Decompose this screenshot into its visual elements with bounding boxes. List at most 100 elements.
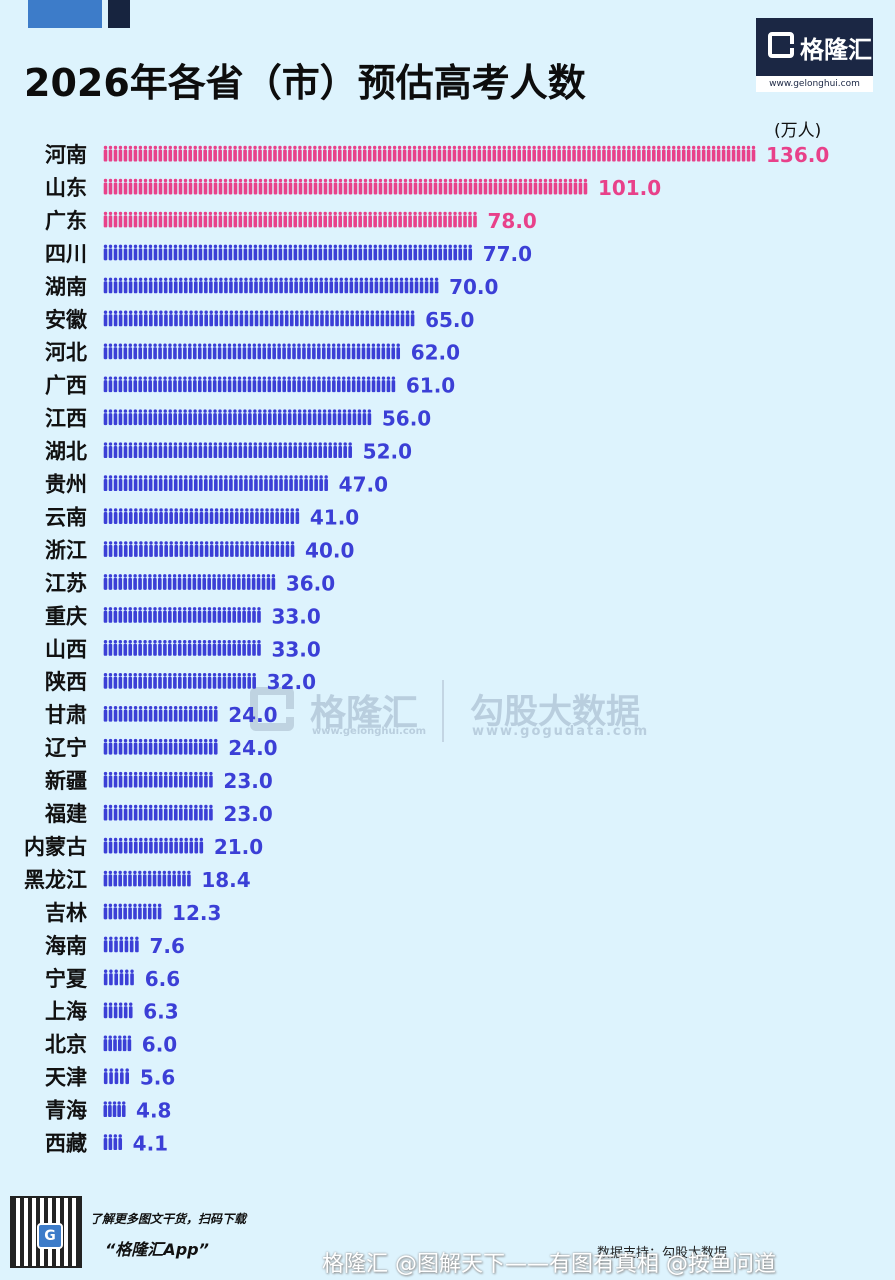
province-label: 安徽: [45, 308, 88, 332]
value-label: 77.0: [483, 242, 532, 266]
province-label: 福建: [44, 802, 87, 826]
pictogram-bar: [103, 508, 300, 524]
province-label: 新疆: [45, 769, 87, 793]
value-label: 101.0: [598, 176, 661, 200]
watermark-right-name: 勾股大数据: [470, 692, 640, 732]
data-source: 数据支持：勾股大数据: [597, 1246, 728, 1261]
pictogram-bar: [103, 738, 218, 755]
pictogram-bar: [103, 1134, 123, 1150]
gelonghui-logo: 格隆汇 www.gelonghui.com: [756, 18, 873, 92]
province-label: 四川: [45, 242, 87, 266]
value-label: 41.0: [310, 505, 359, 529]
pictogram-bar: [103, 409, 372, 426]
value-label: 56.0: [382, 407, 431, 431]
pictogram-bar: [103, 1035, 132, 1052]
pictogram-bar: [103, 178, 588, 195]
value-label: 47.0: [339, 473, 388, 497]
pictogram-bar: [103, 837, 204, 854]
province-label: 辽宁: [45, 736, 87, 760]
value-label: 40.0: [305, 538, 354, 562]
value-label: 21.0: [214, 835, 263, 859]
province-label: 河北: [45, 341, 87, 365]
province-label: 青海: [45, 1099, 87, 1123]
logo-g-icon: [768, 32, 794, 58]
province-label: 甘肃: [45, 703, 87, 727]
pictogram-bar: [103, 936, 139, 953]
value-label: 24.0: [228, 703, 277, 727]
promo-line1: 了解更多图文干货，扫码下载: [90, 1212, 247, 1226]
pictogram-bar: [103, 870, 191, 887]
top-accent-bar: [28, 0, 102, 28]
province-label: 河南: [45, 143, 87, 167]
province-label: 陕西: [45, 670, 87, 694]
pictogram-bar: [103, 771, 213, 788]
province-label: 内蒙古: [24, 835, 87, 859]
pictogram-bar: [103, 310, 415, 327]
province-label: 天津: [45, 1066, 87, 1090]
pictogram-bar: [103, 343, 401, 360]
pictogram-bar: [103, 1002, 133, 1019]
value-label: 12.3: [172, 901, 221, 925]
pictogram-bar: [103, 705, 218, 722]
pictogram-bar: [103, 969, 134, 986]
value-label: 6.6: [145, 967, 180, 991]
pictogram-bar: [103, 673, 256, 689]
value-label: 5.6: [140, 1066, 175, 1090]
pictogram-bar: [103, 376, 396, 393]
logo-url: www.gelonghui.com: [756, 76, 873, 92]
province-label: 北京: [45, 1033, 87, 1057]
value-label: 33.0: [271, 604, 320, 628]
value-label: 136.0: [766, 143, 829, 167]
value-label: 18.4: [201, 868, 250, 892]
province-label: 湖北: [45, 440, 87, 464]
value-label: 61.0: [406, 374, 455, 398]
value-label: 78.0: [488, 209, 537, 233]
pictogram-bar: [103, 1101, 126, 1118]
pictogram-bar: [103, 574, 276, 590]
province-label: 吉林: [45, 901, 87, 925]
value-label: 7.6: [149, 934, 184, 958]
pictogram-bar: [103, 804, 213, 821]
value-label: 4.1: [133, 1132, 168, 1156]
value-label: 65.0: [425, 308, 474, 332]
unit-label: (万人): [774, 121, 822, 141]
value-label: 6.0: [142, 1033, 177, 1057]
watermark-left-name: 格隆汇: [310, 693, 419, 734]
province-label: 云南: [45, 505, 87, 529]
pictogram-bar-chart: 河南 136.0 山东 101.0 广东 78.0 四川 77.0 湖南 70.0 安徽 65.0 河北…: [24, 143, 829, 1156]
province-label: 广西: [45, 374, 87, 398]
province-label: 贵州: [45, 473, 87, 497]
province-label: 湖南: [45, 275, 87, 299]
pictogram-bar: [103, 541, 295, 557]
province-label: 浙江: [45, 538, 87, 562]
watermark-separator: [442, 680, 444, 742]
pictogram-bar: [103, 145, 756, 162]
province-label: 广东: [45, 209, 87, 233]
top-accent-bar-dark: [108, 0, 130, 28]
province-label: 黑龙江: [24, 868, 87, 892]
pictogram-bar: [103, 442, 352, 459]
pictogram-bar: [103, 277, 439, 294]
value-label: 36.0: [286, 571, 335, 595]
pictogram-bar: [103, 640, 261, 656]
watermark-right-url: www.gogudata.com: [472, 724, 650, 739]
value-label: 62.0: [411, 341, 460, 365]
value-label: 52.0: [363, 440, 412, 464]
qr-code[interactable]: G: [10, 1196, 82, 1268]
province-label: 西藏: [45, 1132, 87, 1156]
value-label: 23.0: [223, 802, 272, 826]
watermark-left-url: www.gelonghui.com: [312, 726, 427, 737]
province-label: 重庆: [45, 604, 87, 628]
pictogram-bar: [103, 607, 261, 623]
province-label: 山西: [45, 637, 87, 661]
value-label: 32.0: [267, 670, 316, 694]
value-label: 4.8: [136, 1099, 171, 1123]
value-label: 33.0: [271, 637, 320, 661]
weibo-watermark: 格隆汇 @图解天下——有图有真相 @按鱼问道: [322, 1252, 776, 1277]
promo-line2: “格隆汇App”: [105, 1240, 209, 1259]
province-label: 山东: [45, 176, 87, 200]
value-label: 24.0: [228, 736, 277, 760]
pictogram-bar: [103, 1068, 129, 1085]
watermark-g-icon: [250, 687, 294, 731]
value-label: 23.0: [223, 769, 272, 793]
